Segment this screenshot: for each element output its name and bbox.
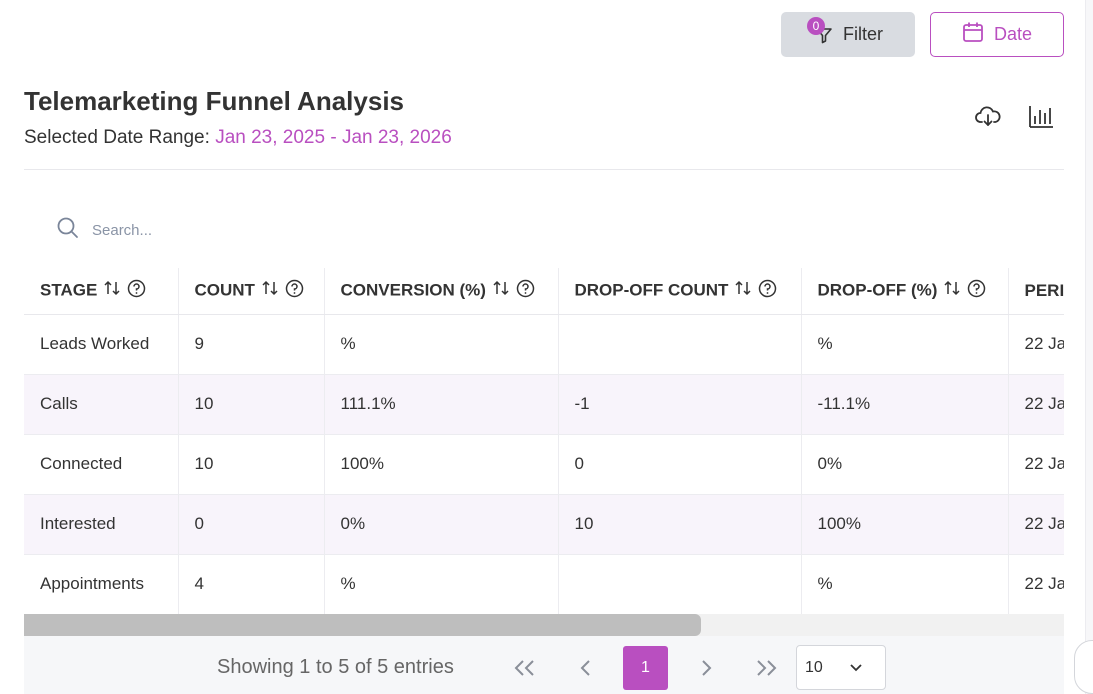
next-page-icon[interactable] [691, 653, 721, 683]
cell-count: 9 [178, 314, 325, 375]
funnel-icon: 0 [807, 16, 835, 46]
cell-drop-off-count: 10 [558, 494, 802, 555]
cell-period: 22 Ja [1008, 314, 1064, 375]
table-row: Appointments 4 % % 22 Ja [24, 554, 1064, 614]
cell-count: 0 [178, 494, 325, 555]
scrollbar-thumb[interactable] [24, 614, 701, 636]
cell-count: 4 [178, 554, 325, 614]
sort-icon[interactable] [103, 279, 121, 302]
date-range-subtitle: Selected Date Range: Jan 23, 2025 - Jan … [24, 127, 452, 149]
bar-chart-icon[interactable] [1027, 103, 1055, 131]
table-row: Calls 10 111.1% -1 -11.1% 22 Ja [24, 374, 1064, 435]
entries-summary: Showing 1 to 5 of 5 entries [217, 656, 454, 678]
cell-count: 10 [178, 374, 325, 435]
table-row: Interested 0 0% 10 100% 22 Ja [24, 494, 1064, 555]
cell-conversion: 111.1% [324, 374, 559, 435]
cell-count: 10 [178, 434, 325, 495]
date-range-value: Jan 23, 2025 - Jan 23, 2026 [215, 127, 452, 148]
column-header-period[interactable]: PERI [1008, 268, 1064, 315]
search-icon [56, 216, 80, 245]
cell-conversion: 100% [324, 434, 559, 495]
column-header-count[interactable]: COUNT [178, 268, 325, 315]
cell-conversion: % [324, 314, 559, 375]
calendar-icon [962, 21, 984, 48]
horizontal-scrollbar[interactable] [24, 614, 1064, 636]
cell-period: 22 Ja [1008, 494, 1064, 555]
cell-period: 22 Ja [1008, 434, 1064, 495]
cell-drop-off-percent: 100% [801, 494, 1009, 555]
cell-stage: Appointments [24, 554, 179, 614]
table-header-row: STAGE COUNT CONVERSION (%) DROP-OFF COUN… [24, 268, 1064, 315]
page-1-button[interactable]: 1 [623, 646, 668, 690]
help-icon[interactable] [758, 279, 777, 303]
cell-drop-off-percent: % [801, 314, 1009, 375]
search-bar [56, 216, 356, 244]
sort-icon[interactable] [492, 279, 510, 302]
funnel-table: STAGE COUNT CONVERSION (%) DROP-OFF COUN… [24, 268, 1064, 614]
last-page-icon[interactable] [751, 653, 781, 683]
date-range-prefix: Selected Date Range: [24, 127, 216, 148]
search-input[interactable] [92, 221, 332, 239]
cell-drop-off-percent: 0% [801, 434, 1009, 495]
cell-conversion: % [324, 554, 559, 614]
cell-drop-off-percent: % [801, 554, 1009, 614]
chevron-down-icon [849, 661, 863, 680]
filter-button[interactable]: 0 Filter [781, 12, 915, 57]
cell-drop-off-count: 0 [558, 434, 802, 495]
right-edge [1086, 0, 1093, 694]
first-page-icon[interactable] [510, 653, 540, 683]
header-divider [24, 169, 1064, 170]
cell-drop-off-count: -1 [558, 374, 802, 435]
floating-widget-edge[interactable] [1074, 640, 1093, 694]
help-icon[interactable] [516, 279, 535, 303]
page-title: Telemarketing Funnel Analysis [24, 86, 404, 116]
help-icon[interactable] [967, 279, 986, 303]
date-button[interactable]: Date [930, 12, 1064, 57]
funnel-table-container: STAGE COUNT CONVERSION (%) DROP-OFF COUN… [24, 268, 1064, 614]
sort-icon[interactable] [943, 279, 961, 302]
filter-label: Filter [843, 24, 883, 44]
page-size-value: 10 [805, 658, 823, 676]
filter-count-badge: 0 [807, 16, 825, 35]
sort-icon[interactable] [261, 279, 279, 302]
pagination-bar: Showing 1 to 5 of 5 entries 1 10 [24, 636, 1064, 694]
cell-drop-off-count [558, 554, 802, 614]
help-icon[interactable] [285, 279, 304, 303]
column-header-stage[interactable]: STAGE [24, 268, 179, 315]
table-row: Connected 10 100% 0 0% 22 Ja [24, 434, 1064, 495]
cell-stage: Interested [24, 494, 179, 555]
column-header-conversion[interactable]: CONVERSION (%) [324, 268, 559, 315]
page-size-select[interactable]: 10 [796, 645, 886, 690]
help-icon[interactable] [127, 279, 146, 303]
column-header-drop-off-count[interactable]: DROP-OFF COUNT [558, 268, 802, 315]
cell-stage: Calls [24, 374, 179, 435]
column-header-drop-off-percent[interactable]: DROP-OFF (%) [801, 268, 1009, 315]
cell-period: 22 Ja [1008, 374, 1064, 435]
cell-drop-off-count [558, 314, 802, 375]
cell-drop-off-percent: -11.1% [801, 374, 1009, 435]
previous-page-icon[interactable] [571, 653, 601, 683]
table-row: Leads Worked 9 % % 22 Ja [24, 314, 1064, 375]
cell-stage: Connected [24, 434, 179, 495]
date-label: Date [993, 24, 1033, 44]
cell-conversion: 0% [324, 494, 559, 555]
cloud-download-icon[interactable] [974, 103, 1002, 131]
cell-period: 22 Ja [1008, 554, 1064, 614]
cell-stage: Leads Worked [24, 314, 179, 375]
sort-icon[interactable] [734, 279, 752, 302]
